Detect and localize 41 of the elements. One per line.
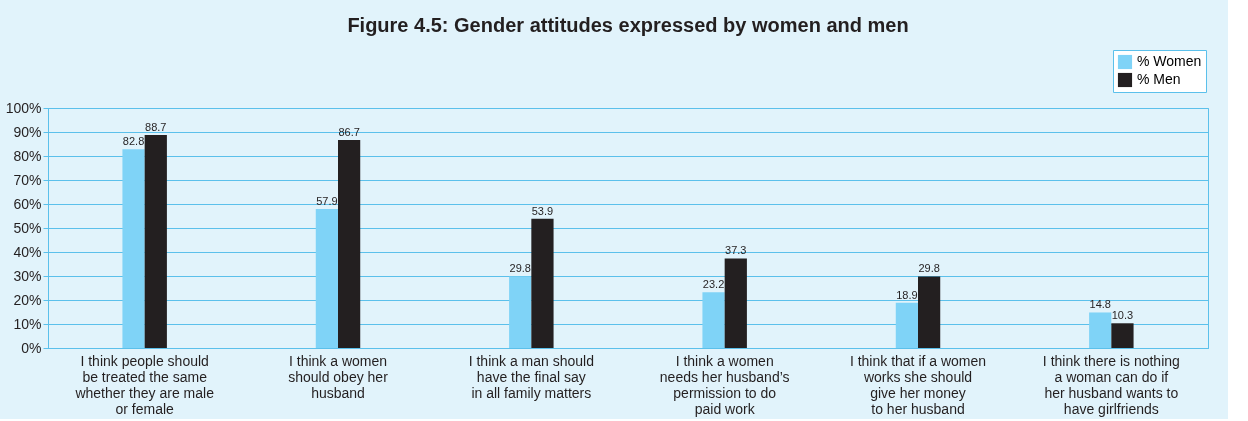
bar: [509, 276, 532, 348]
y-tick-label: 30%: [13, 267, 42, 284]
y-tick-label: 60%: [13, 195, 42, 212]
data-label: 88.7: [145, 121, 167, 134]
bar: [144, 135, 167, 348]
y-tick-label: 50%: [13, 219, 42, 236]
bar: [315, 209, 338, 348]
bar: [918, 276, 941, 348]
y-tick-label: 100%: [5, 99, 42, 116]
bar: [895, 302, 918, 348]
y-tick-label: 80%: [13, 147, 42, 164]
data-label: 53.9: [531, 204, 554, 217]
x-tick-label: I think there is nothing a woman can do if her husband wants to have girlfriends: [1042, 352, 1180, 417]
bar: [724, 258, 747, 348]
data-label: 29.8: [918, 262, 940, 275]
bar: [1089, 312, 1112, 348]
y-tick-label: 0%: [21, 339, 42, 356]
chart-title: Figure 4.5: Gender attitudes expressed by women and men: [347, 13, 909, 36]
x-tick-label: I think that if a women works she should give her money to her husband: [849, 352, 987, 417]
bar: [531, 218, 554, 348]
y-tick-label: 70%: [13, 171, 42, 188]
y-tick-label: 90%: [13, 123, 42, 140]
data-label: 10.3: [1111, 309, 1134, 322]
data-label: 82.8: [122, 135, 145, 148]
data-label: 18.9: [896, 288, 918, 301]
y-tick-label: 40%: [13, 243, 42, 260]
bar: [122, 149, 145, 348]
data-label: 23.2: [702, 278, 725, 291]
bar: [702, 292, 725, 348]
x-tick-label: I think people should be treated the same whether they are male or female: [74, 352, 215, 417]
x-tick-label: I think a man should have the final say in all family matters: [468, 352, 594, 401]
x-tick-label: I think a women should obey her husband: [288, 352, 389, 401]
data-label: 29.8: [509, 262, 531, 275]
data-label: 14.8: [1089, 298, 1111, 311]
y-tick-label: 10%: [13, 315, 42, 332]
legend-label: % Men: [1137, 71, 1181, 87]
y-tick-label: 20%: [13, 291, 42, 308]
legend-label: % Women: [1137, 53, 1202, 69]
x-tick-label: I think a women needs her husband’s permission to do paid work: [659, 352, 790, 417]
bar: [338, 139, 361, 348]
bar: [1111, 323, 1134, 348]
